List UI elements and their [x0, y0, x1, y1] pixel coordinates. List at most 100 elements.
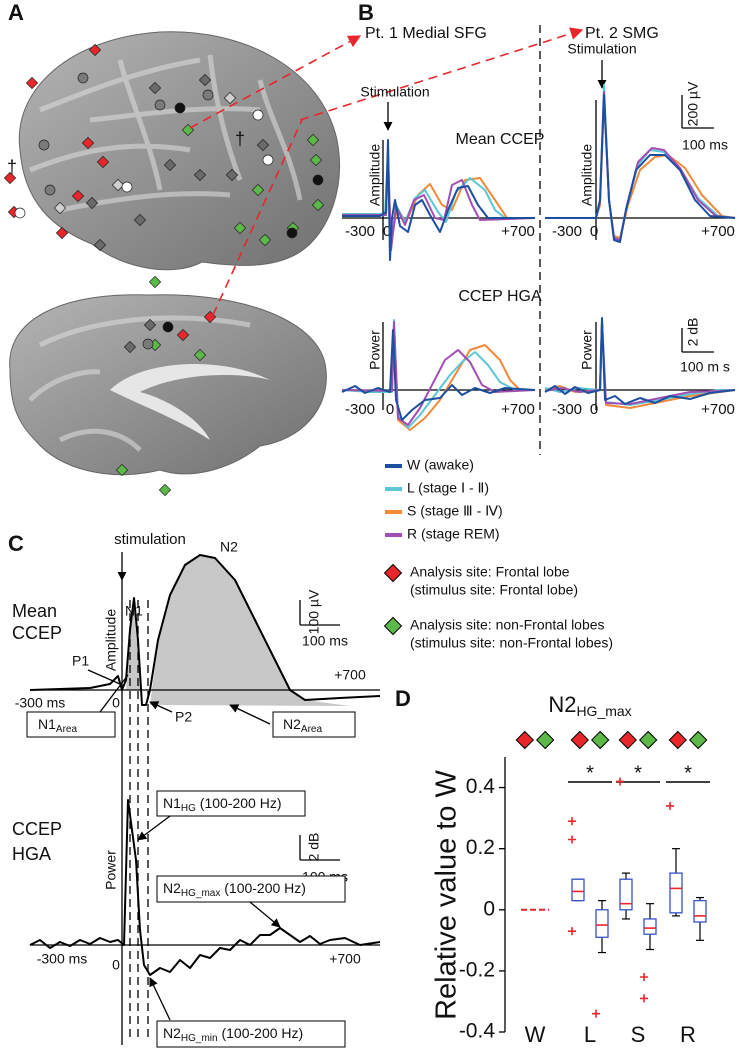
stimulation-label: stimulation — [114, 531, 186, 548]
dagger: † — [7, 157, 17, 177]
pointer — [137, 815, 171, 841]
pointer — [99, 674, 129, 713]
y-axis-label: Amplitude — [579, 144, 595, 206]
brain-callosum — [110, 363, 270, 440]
row-label: Mean — [12, 601, 57, 621]
label-main: N2 — [163, 880, 181, 896]
waveform — [29, 554, 381, 706]
label-box-text: N1HG (100-200 Hz) — [163, 795, 282, 814]
x-tick-label: 0 — [386, 401, 394, 418]
electrode — [312, 174, 324, 186]
legend-label: W (awake) — [407, 457, 474, 473]
outlier — [592, 1009, 600, 1018]
panel-label: B — [358, 0, 374, 25]
box — [619, 878, 633, 911]
label-box-text: N1Area — [38, 716, 77, 735]
x-tick-label: 0 — [112, 957, 120, 973]
box — [595, 909, 609, 938]
y-axis-label: Amplitude — [367, 144, 383, 206]
x-tick-label: -300 — [552, 401, 582, 418]
outlier — [568, 835, 576, 844]
x-tick-label: R — [680, 1022, 696, 1047]
electrode — [3, 171, 17, 185]
electrode — [193, 348, 207, 362]
label-box — [272, 711, 356, 738]
x-tick-label: 0 — [590, 401, 598, 418]
electrode — [225, 168, 239, 182]
electrode — [142, 338, 154, 350]
scale-label: 2 dB — [306, 833, 322, 862]
waveform — [545, 94, 736, 243]
electrode — [55, 226, 69, 240]
electrode — [158, 483, 172, 497]
site-marker — [689, 730, 708, 750]
waveform — [342, 139, 535, 261]
x-tick-label: +700 — [501, 223, 535, 240]
label-main: N1 — [38, 716, 56, 732]
legend-label: Analysis site: Frontal lobe — [410, 564, 570, 580]
label-sub: HG_min — [181, 1033, 218, 1044]
electrode — [176, 328, 190, 342]
site-marker — [639, 730, 658, 750]
electrode — [202, 89, 214, 101]
x-tick-label: -300 ms — [37, 951, 88, 967]
label-main: N2 — [283, 716, 301, 732]
site-marker — [591, 730, 610, 750]
scale-label: 100 ms — [302, 633, 348, 649]
significance: * — [586, 762, 594, 784]
label-box — [156, 875, 346, 903]
x-tick-label: -300 — [345, 401, 375, 418]
electrode — [193, 168, 207, 182]
legend-label: Analysis site: non-Frontal lobes — [410, 617, 605, 633]
connector-line — [212, 119, 303, 316]
legend-note: (stimulus site: non-Frontal lobes) — [410, 635, 613, 651]
y-tick-label: -0.4 — [459, 1020, 496, 1043]
scale-label: 100 µV — [306, 589, 322, 634]
label-rest: (100-200 Hz) — [220, 880, 306, 896]
scale-label: 100 m s — [680, 359, 730, 375]
peak-label: P2 — [175, 709, 192, 725]
electrode — [133, 213, 147, 227]
pointer — [87, 669, 121, 685]
electrode — [123, 340, 137, 354]
electrode — [38, 139, 50, 151]
scale-label: 2 dB — [685, 318, 701, 347]
y-axis-label: Amplitude — [103, 609, 119, 671]
site-marker — [668, 730, 687, 750]
n2-area — [150, 555, 350, 706]
connector-arrow — [299, 27, 584, 121]
label-sub: Area — [56, 724, 78, 735]
brain-gyri — [29, 54, 303, 213]
electrode — [233, 221, 247, 235]
electrode — [111, 178, 125, 192]
peak-label: N1 — [125, 603, 143, 619]
label-rest: (100-200 Hz) — [218, 1025, 304, 1041]
outlier — [568, 927, 576, 936]
label-box-text: N2Area — [283, 716, 322, 735]
x-tick-label: 0 — [383, 223, 391, 240]
label-sub: HG — [181, 803, 196, 814]
electrode — [115, 463, 129, 477]
plot-title: Pt. 1 Medial SFG — [365, 25, 487, 42]
x-tick-label: -300 ms — [15, 695, 66, 711]
outlier — [666, 801, 674, 810]
electrode — [148, 81, 162, 95]
y-axis-label: Power — [579, 330, 595, 370]
electrode — [14, 207, 26, 219]
label-sub: Area — [301, 724, 323, 735]
title-main: N2 — [548, 692, 576, 717]
connector-arrow — [189, 35, 362, 129]
y-tick-label: 0 — [483, 897, 495, 920]
row-label: CCEP HGA — [458, 288, 542, 305]
electrode — [93, 238, 107, 252]
electrode — [262, 154, 274, 166]
panel-label: C — [8, 531, 24, 556]
legend-marker — [383, 616, 403, 636]
x-tick-label: +700 — [501, 401, 535, 418]
label-box — [156, 1020, 346, 1048]
x-tick-label: +700 — [701, 401, 735, 418]
x-tick-label: -300 — [552, 223, 582, 240]
x-tick-label: S — [631, 1022, 646, 1047]
label-box — [156, 790, 306, 817]
